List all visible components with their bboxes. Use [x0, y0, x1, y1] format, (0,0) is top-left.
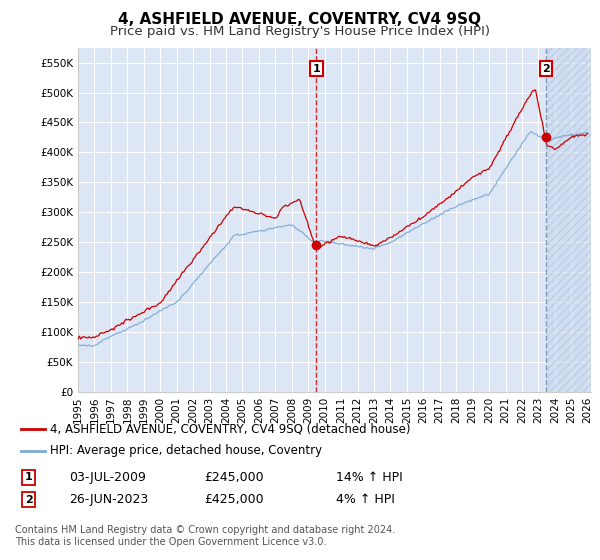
- Text: 4, ASHFIELD AVENUE, COVENTRY, CV4 9SQ: 4, ASHFIELD AVENUE, COVENTRY, CV4 9SQ: [119, 12, 482, 27]
- Text: Contains HM Land Registry data © Crown copyright and database right 2024.
This d: Contains HM Land Registry data © Crown c…: [15, 525, 395, 547]
- Text: £425,000: £425,000: [204, 493, 263, 506]
- Text: 1: 1: [25, 472, 32, 482]
- Text: £245,000: £245,000: [204, 470, 263, 484]
- Text: Price paid vs. HM Land Registry's House Price Index (HPI): Price paid vs. HM Land Registry's House …: [110, 25, 490, 38]
- Text: 4, ASHFIELD AVENUE, COVENTRY, CV4 9SQ (detached house): 4, ASHFIELD AVENUE, COVENTRY, CV4 9SQ (d…: [50, 422, 410, 436]
- Bar: [547, 48, 596, 392]
- Text: 26-JUN-2023: 26-JUN-2023: [69, 493, 148, 506]
- Text: 1: 1: [313, 64, 320, 73]
- Text: 14% ↑ HPI: 14% ↑ HPI: [336, 470, 403, 484]
- Text: 2: 2: [542, 64, 550, 73]
- Text: 2: 2: [25, 494, 32, 505]
- Text: 03-JUL-2009: 03-JUL-2009: [69, 470, 146, 484]
- Text: 4% ↑ HPI: 4% ↑ HPI: [336, 493, 395, 506]
- Text: HPI: Average price, detached house, Coventry: HPI: Average price, detached house, Cove…: [50, 444, 322, 457]
